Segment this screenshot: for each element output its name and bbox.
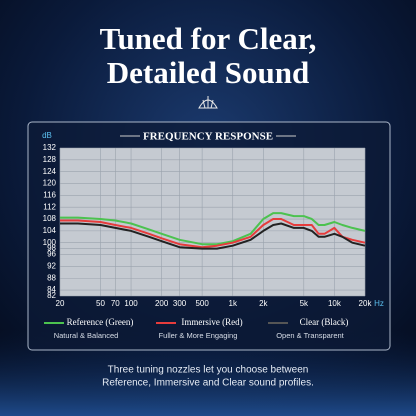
y-tick-label: 112 (43, 202, 56, 211)
y-tick-label: 100 (43, 238, 57, 247)
x-tick-label: 1k (229, 299, 238, 308)
x-tick-label: 200 (155, 299, 169, 308)
x-tick-label: 20k (359, 299, 373, 308)
y-tick-label: 96 (47, 250, 56, 259)
y-tick-label: 104 (43, 226, 57, 235)
y-tick-label: 132 (43, 143, 57, 152)
x-tick-label: 500 (195, 299, 209, 308)
y-tick-label: 88 (47, 273, 56, 282)
series-line (60, 212, 366, 246)
plot-area (60, 148, 365, 296)
headline: Tuned for Clear, (100, 21, 317, 56)
y-tick-label: 92 (47, 262, 56, 271)
y-tick-label: 82 (47, 291, 56, 300)
y-tick-label: 128 (43, 155, 57, 164)
y-tick-label: 84 (47, 285, 56, 294)
series-line (60, 218, 366, 249)
legend-label: Reference (Green) (67, 317, 134, 327)
y-tick-label: 108 (43, 214, 57, 223)
legend-label: Immersive (Red) (181, 317, 242, 327)
x-tick-label: 2k (259, 299, 268, 308)
caption: Three tuning nozzles let you choose betw… (108, 365, 309, 376)
x-axis-label: Hz (374, 299, 384, 308)
legend-description: Fuller & More Engaging (159, 331, 238, 340)
x-tick-label: 100 (124, 299, 138, 308)
y-tick-label: 120 (43, 179, 57, 188)
y-tick-label: 124 (43, 167, 57, 176)
legend-description: Natural & Balanced (54, 331, 119, 340)
shell-icon (198, 96, 218, 109)
chart-title: FREQUENCY RESPONSE (143, 131, 273, 143)
x-tick-label: 10k (328, 299, 342, 308)
x-tick-label: 20 (56, 299, 65, 308)
y-tick-label: 98 (47, 244, 56, 253)
x-tick-label: 300 (173, 299, 187, 308)
y-axis-label: dB (42, 131, 52, 140)
legend-description: Open & Transparent (276, 331, 344, 340)
x-tick-label: 70 (111, 299, 120, 308)
caption: Reference, Immersive and Clear sound pro… (102, 378, 314, 389)
y-tick-label: 116 (43, 190, 56, 199)
legend-label: Clear (Black) (300, 317, 349, 327)
series-line (60, 222, 366, 250)
x-tick-label: 5k (300, 299, 309, 308)
x-tick-label: 50 (96, 299, 105, 308)
headline: Detailed Sound (107, 55, 309, 90)
